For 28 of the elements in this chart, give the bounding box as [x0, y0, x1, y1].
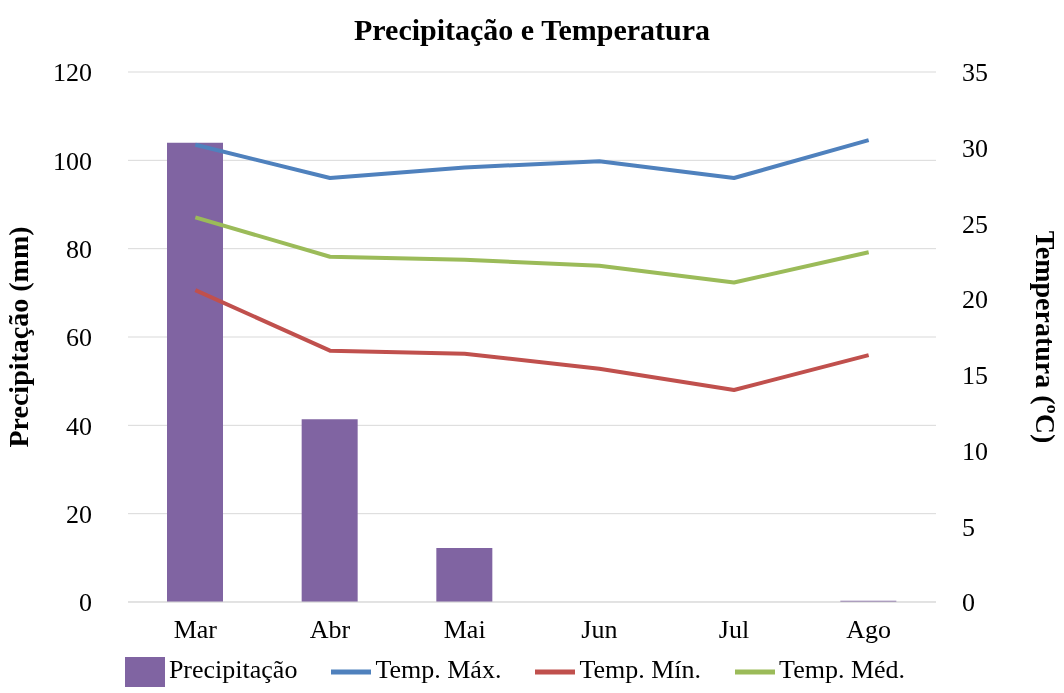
y-tick-label: 20	[66, 499, 92, 529]
y-tick-label: 120	[53, 58, 92, 88]
x-tick-label: Mai	[443, 615, 486, 645]
y-tick-label: 40	[66, 411, 92, 441]
y-tick-label: 60	[66, 323, 92, 353]
legend-label: Temp. Méd.	[779, 654, 906, 684]
y2-tick-label: 10	[962, 436, 988, 466]
y2-tick-label: 25	[962, 209, 988, 239]
y2-axis-title: Temperatura (ºC)	[1030, 230, 1062, 444]
y2-tick-label: 35	[962, 58, 988, 88]
chart-title: Precipitação e Temperatura	[353, 12, 711, 48]
x-tick-label: Mar	[173, 615, 218, 645]
x-tick-label: Ago	[846, 615, 892, 645]
y-axis-title: Precipitação (mm)	[2, 226, 34, 448]
x-tick-label: Jun	[581, 615, 618, 645]
y2-tick-label: 15	[962, 361, 988, 391]
y2-tick-label: 20	[962, 285, 988, 315]
legend-label: Precipitação	[168, 654, 298, 684]
y-tick-label: 80	[66, 234, 92, 264]
legend-label: Temp. Máx.	[375, 654, 502, 684]
legend-label: Temp. Mín.	[579, 654, 702, 684]
y2-tick-label: 5	[962, 512, 975, 542]
y2-tick-label: 30	[962, 133, 988, 163]
y-tick-label: 0	[79, 588, 92, 618]
x-tick-label: Jul	[718, 615, 750, 645]
y-tick-label: 100	[53, 146, 92, 176]
y2-tick-label: 0	[962, 588, 975, 618]
x-tick-label: Abr	[309, 615, 351, 645]
